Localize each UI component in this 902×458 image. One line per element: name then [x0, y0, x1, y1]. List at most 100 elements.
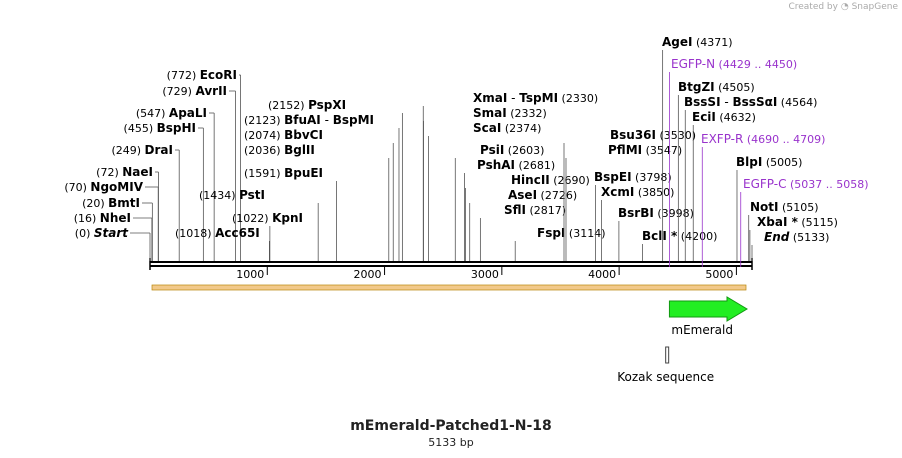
feature-label: Kozak sequence: [617, 370, 714, 384]
site-name: BssSI: [684, 95, 721, 109]
site-name: BglII: [284, 143, 315, 157]
site-label: SmaI (2332): [473, 106, 547, 120]
site-name: BlpI: [736, 155, 762, 169]
site-name: DraI: [145, 143, 173, 157]
site-label: SflI (2817): [504, 203, 566, 217]
site-name: BtgZI: [678, 80, 715, 94]
site-name: Acc65I: [215, 226, 260, 240]
site-position: (2374): [501, 122, 541, 135]
site-name: BspEI: [594, 170, 632, 184]
site-label: BssSI - BssSαI (4564): [684, 95, 817, 109]
site-position: (4564): [777, 96, 817, 109]
tick-label: 2000: [354, 268, 382, 281]
site-name: BfuAI: [284, 113, 321, 127]
site-position: (3114): [565, 227, 605, 240]
site-label: (2123) BfuAI - BspMI: [244, 113, 374, 127]
site-name: XcmI: [601, 185, 634, 199]
site-name: BspHI: [157, 121, 196, 135]
credit-prefix: Created by: [788, 2, 838, 12]
site-name: KpnI: [272, 211, 303, 225]
site-name: SmaI: [473, 106, 507, 120]
site-label: XbaI * (5115): [757, 215, 838, 229]
site-position: (3547): [642, 144, 682, 157]
site-label: (2074) BbvCI: [244, 128, 323, 142]
site-position: (249): [111, 144, 144, 157]
site-position: (2726): [537, 189, 577, 202]
site-name: XmaI: [473, 91, 507, 105]
site-position: (1018): [175, 227, 215, 240]
site-position: (4505): [715, 81, 755, 94]
site-position: (2817): [526, 204, 566, 217]
site-name: PsiI: [480, 143, 504, 157]
plasmid-title: mEmerald-Patched1-N-18: [350, 418, 552, 434]
site-label: (16) NheI: [74, 211, 131, 225]
site-position: (0): [75, 227, 94, 240]
site-label: Bsu36I (3530): [610, 128, 696, 142]
site-label: (772) EcoRI: [167, 68, 237, 82]
site-name: BclI *: [642, 229, 678, 243]
site-name: TspMI: [519, 91, 558, 105]
site-label: (72) NaeI: [96, 165, 153, 179]
site-position: (5105): [779, 201, 819, 214]
site-position: (2123): [244, 114, 284, 127]
site-position: (3530): [656, 129, 696, 142]
snapgene-logo-icon: ◔: [840, 2, 849, 12]
site-position: (2681): [515, 159, 555, 172]
site-label: (547) ApaLI: [136, 106, 207, 120]
site-name: ScaI: [473, 121, 501, 135]
site-label: (1022) KpnI: [232, 211, 303, 225]
site-position: (1591): [244, 167, 284, 180]
site-name: -: [721, 95, 733, 109]
site-name: BpuEI: [284, 166, 323, 180]
site-label: (1018) Acc65I: [175, 226, 260, 240]
site-position: (5133): [789, 231, 829, 244]
credit-brand: SnapGene: [851, 2, 898, 12]
site-position: (2332): [507, 107, 547, 120]
site-name: AvrII: [195, 84, 227, 98]
site-position: (5115): [798, 216, 838, 229]
site-name: NotI: [750, 200, 779, 214]
site-position: (16): [74, 212, 100, 225]
site-label: End (5133): [764, 230, 829, 244]
primer-name: EGFP-N: [671, 57, 715, 71]
tick-label: 1000: [236, 268, 264, 281]
site-name: XbaI *: [757, 215, 799, 229]
site-name: BsrBI: [618, 206, 654, 220]
site-name: BssSαI: [733, 95, 778, 109]
site-name: AseI: [508, 188, 537, 202]
site-name: Bsu36I: [610, 128, 656, 142]
site-name: FspI: [537, 226, 565, 240]
site-name: End: [764, 230, 790, 244]
site-name: NaeI: [122, 165, 153, 179]
site-position: (4371): [692, 36, 732, 49]
site-position: (2152): [268, 99, 308, 112]
site-name: EcoRI: [200, 68, 237, 82]
site-label: BtgZI (4505): [678, 80, 755, 94]
site-label: (2152) PspXI: [268, 98, 346, 112]
site-position: (72): [96, 166, 122, 179]
site-position: (455): [124, 122, 157, 135]
plasmid-length: 5133 bp: [428, 436, 474, 449]
site-position: (2603): [504, 144, 544, 157]
site-position: (3798): [632, 171, 672, 184]
site-name: -: [507, 91, 519, 105]
site-label: XmaI - TspMI (2330): [473, 91, 598, 105]
feature-label: mEmerald: [671, 323, 733, 337]
primer-range: (4429 .. 4450): [715, 58, 797, 71]
site-label: PshAI (2681): [477, 158, 555, 172]
site-name: -: [321, 113, 333, 127]
primer-label: EXFP-R (4690 .. 4709): [701, 132, 825, 146]
site-name: EciI: [692, 110, 716, 124]
site-label: (1434) PstI: [199, 188, 265, 202]
orf-bar: [151, 284, 747, 291]
primer-name: EGFP-C: [743, 177, 786, 191]
site-label: PsiI (2603): [480, 143, 544, 157]
primer-range: (5037 .. 5058): [786, 178, 868, 191]
site-label: BlpI (5005): [736, 155, 802, 169]
site-label: (729) AvrII: [162, 84, 227, 98]
site-label: PflMI (3547): [608, 143, 682, 157]
site-label: EciI (4632): [692, 110, 756, 124]
site-label: (2036) BglII: [244, 143, 315, 157]
site-label: AgeI (4371): [662, 35, 733, 49]
